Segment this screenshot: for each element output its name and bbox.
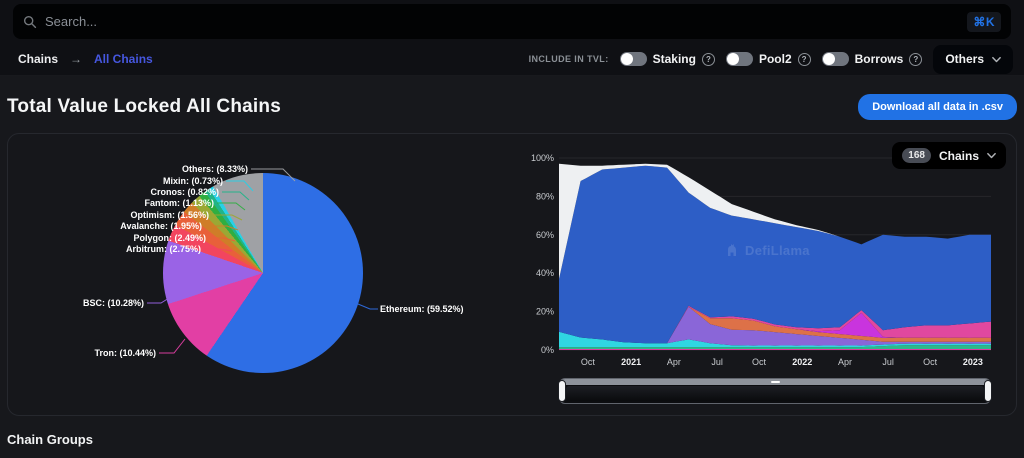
chains-dropdown-label: Chains xyxy=(938,148,979,163)
breadcrumb-arrow-icon: → xyxy=(70,52,83,66)
y-axis-tick: 40% xyxy=(536,268,554,278)
chevron-down-icon xyxy=(987,152,996,159)
pie-label: Avalanche: (1.95%) xyxy=(120,221,202,231)
keyboard-shortcut-badge: ⌘K xyxy=(967,11,1001,32)
others-dropdown[interactable]: Others xyxy=(933,44,1013,74)
borrows-toggle[interactable]: Borrows xyxy=(821,52,923,66)
toggle-knob xyxy=(620,53,633,65)
x-axis-tick: Apr xyxy=(838,357,852,367)
help-icon[interactable] xyxy=(701,52,715,66)
pie-label: Optimism: (1.56%) xyxy=(130,210,209,220)
slider-minimap xyxy=(566,386,984,401)
page-title: Total Value Locked All Chains xyxy=(7,96,281,117)
search-bar[interactable]: ⌘K xyxy=(13,4,1011,39)
breadcrumb-all-chains-link[interactable]: All Chains xyxy=(94,52,153,66)
area-series-band-purple xyxy=(559,306,991,346)
help-icon[interactable] xyxy=(909,52,923,66)
area-series-band-orange xyxy=(559,306,991,344)
pie-leader-line xyxy=(357,303,378,310)
slider-track[interactable] xyxy=(560,379,990,385)
toggle-knob xyxy=(726,53,739,65)
y-axis-tick: 20% xyxy=(536,307,554,317)
pie-label: Ethereum: (59.52%) xyxy=(380,304,464,314)
pie-leader-line xyxy=(159,338,186,354)
x-axis-tick: 2021 xyxy=(621,357,641,367)
pie-label: BSC: (10.28%) xyxy=(82,298,144,308)
pie-label: Others: (8.33%) xyxy=(181,164,248,174)
staking-toggle-label: Staking xyxy=(652,52,696,66)
time-range-slider[interactable] xyxy=(558,378,992,404)
others-dropdown-label: Others xyxy=(945,52,984,66)
chains-count-dropdown[interactable]: 168 Chains xyxy=(892,142,1006,169)
x-axis-tick: Oct xyxy=(581,357,596,367)
area-series-band-white xyxy=(559,163,991,279)
toggle-knob xyxy=(822,53,835,65)
x-axis-tick: 2022 xyxy=(792,357,812,367)
stacked-area-chart[interactable]: 100% 80% 60% 40% 20% 0% Oct 2021 Apr Jul Oct 2022 Ap… xyxy=(528,134,1016,417)
chevron-down-icon xyxy=(992,56,1001,62)
pie-chart-section: Ethereum: (59.52%) Tron: (10.44%) BSC: (10… xyxy=(8,134,513,417)
pool2-toggle-track[interactable] xyxy=(725,52,753,66)
pie-label: Cronos: (0.82%) xyxy=(150,187,219,197)
chains-count-badge: 168 xyxy=(902,148,931,163)
slider-handle-right[interactable] xyxy=(984,380,992,402)
area-series-band-blue xyxy=(559,165,991,344)
y-axis-tick: 0% xyxy=(541,345,554,355)
area-series-band-pink xyxy=(559,305,991,344)
y-axis-tick: 80% xyxy=(536,191,554,201)
pie-label: Tron: (10.44%) xyxy=(94,348,156,358)
page-header: Total Value Locked All Chains Download a… xyxy=(7,94,1017,120)
search-input[interactable] xyxy=(45,14,960,29)
x-axis-tick: Oct xyxy=(752,357,767,367)
x-axis-tick: Apr xyxy=(667,357,681,367)
tvl-controls: INCLUDE IN TVL: Staking Pool2 Borrows Ot… xyxy=(528,44,1013,74)
borrows-toggle-track[interactable] xyxy=(821,52,849,66)
download-csv-button[interactable]: Download all data in .csv xyxy=(858,94,1017,120)
y-axis-tick: 100% xyxy=(531,153,554,163)
dominance-chart-section: 100% 80% 60% 40% 20% 0% Oct 2021 Apr Jul Oct 2022 Ap… xyxy=(528,134,1016,417)
chain-groups-heading: Chain Groups xyxy=(7,432,93,447)
include-in-tvl-label: INCLUDE IN TVL: xyxy=(528,54,609,64)
x-axis-tick: 2023 xyxy=(963,357,983,367)
search-icon xyxy=(23,15,37,28)
y-axis-tick: 60% xyxy=(536,230,554,240)
pie-label: Polygon: (2.49%) xyxy=(133,233,206,243)
slider-handle-left[interactable] xyxy=(558,380,566,402)
area-series-band-cyan xyxy=(559,331,991,348)
help-icon[interactable] xyxy=(797,52,811,66)
slider-grip[interactable] xyxy=(771,381,780,383)
staking-toggle-track[interactable] xyxy=(619,52,647,66)
area-series-band-teal xyxy=(559,345,991,349)
pool2-toggle-label: Pool2 xyxy=(758,52,792,66)
pie-label: Fantom: (1.13%) xyxy=(144,198,214,208)
staking-toggle[interactable]: Staking xyxy=(619,52,715,66)
breadcrumb-chains-link[interactable]: Chains xyxy=(18,52,59,66)
top-zone: ⌘K Chains → All Chains INCLUDE IN TVL: S… xyxy=(0,0,1024,76)
x-axis-tick: Jul xyxy=(711,357,723,367)
pool2-toggle[interactable]: Pool2 xyxy=(725,52,811,66)
x-axis-tick: Jul xyxy=(882,357,894,367)
pie-chart[interactable] xyxy=(163,173,363,373)
nav-row: Chains → All Chains INCLUDE IN TVL: Stak… xyxy=(0,44,1024,74)
x-axis-tick: Oct xyxy=(923,357,938,367)
borrows-toggle-label: Borrows xyxy=(854,52,904,66)
pie-label: Arbitrum: (2.75%) xyxy=(125,244,201,254)
charts-panel: Ethereum: (59.52%) Tron: (10.44%) BSC: (10… xyxy=(7,133,1017,416)
area-series-band-magenta-thin xyxy=(559,349,991,350)
pie-label: Mixin: (0.73%) xyxy=(162,176,223,186)
